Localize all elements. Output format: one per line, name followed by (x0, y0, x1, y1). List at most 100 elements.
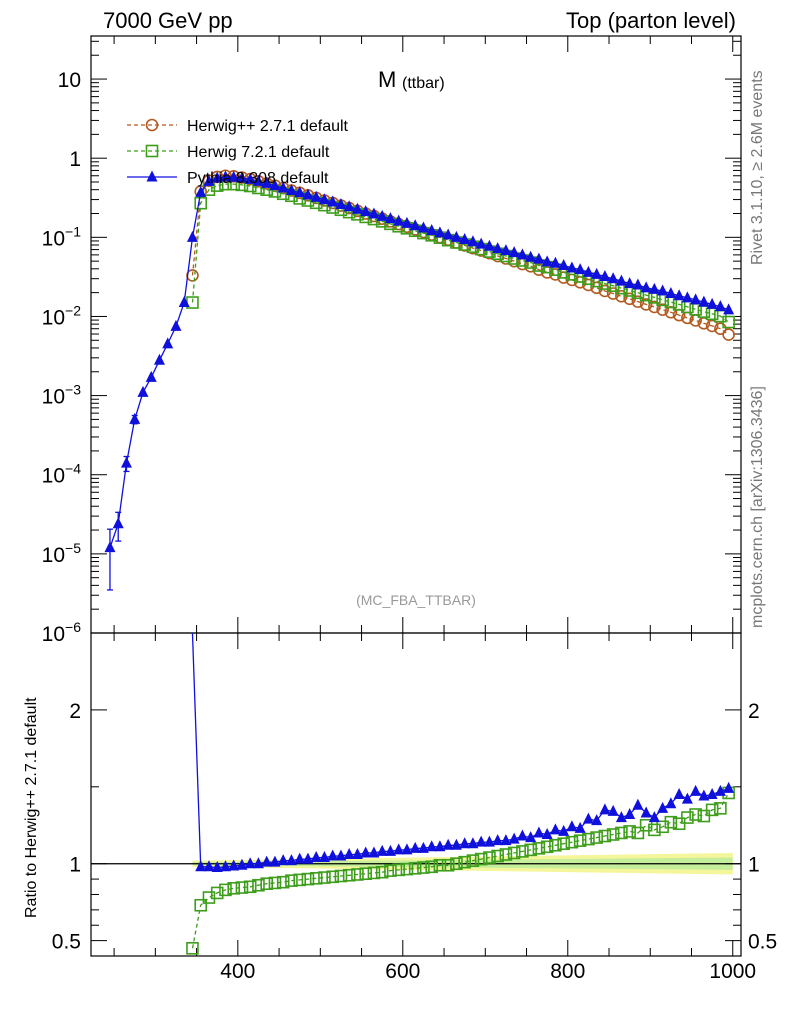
data-point (681, 811, 694, 824)
data-point (409, 219, 421, 231)
data-point (714, 322, 727, 336)
data-point (698, 295, 710, 307)
data-point (525, 831, 537, 843)
x-tick-label: 1000 (709, 960, 756, 983)
data-point (631, 826, 645, 840)
legend-item: Herwig 7.2.1 default (127, 144, 330, 161)
data-point (425, 860, 438, 874)
data-point (294, 852, 306, 864)
data-point (607, 804, 619, 816)
data-point (301, 872, 315, 886)
series-pythia-8-308-default (104, 170, 735, 591)
data-point (309, 872, 323, 885)
data-point (146, 170, 158, 182)
data-point (723, 303, 735, 315)
data-point (705, 803, 719, 817)
data-point (368, 207, 380, 219)
ratio-panel: 400 600 800 1000 2 2 1 1 0.5 0.5 Ratio to Herwig+… (23, 632, 777, 983)
data-point (582, 832, 595, 846)
data-point (228, 859, 240, 871)
data-point (293, 873, 306, 887)
data-point (343, 847, 355, 859)
data-point (590, 281, 603, 295)
rivet-label: Rivet 3.1.10, ≥ 2.6M events (749, 70, 766, 265)
data-point (409, 841, 421, 853)
data-point (334, 869, 348, 883)
y-tick-label: 10−4 (42, 461, 82, 488)
data-point (326, 870, 339, 884)
data-point (516, 248, 528, 260)
data-point (335, 197, 347, 209)
data-point (129, 412, 141, 424)
data-point (318, 193, 330, 205)
series-line (109, 176, 729, 548)
plot-title-main: M (378, 67, 396, 92)
data-point (525, 250, 537, 262)
data-point (318, 851, 330, 863)
data-point (467, 837, 479, 849)
data-point (640, 281, 652, 293)
data-point (673, 788, 685, 799)
data-point (599, 269, 611, 281)
data-point (384, 844, 396, 856)
data-point (706, 297, 718, 309)
data-point (442, 838, 454, 850)
ratio-y-tick-label-right: 1 (748, 854, 760, 877)
data-point (458, 855, 471, 869)
data-point (153, 353, 165, 365)
data-point (450, 230, 462, 242)
data-point (235, 881, 249, 894)
data-point (227, 882, 241, 895)
data-point (219, 883, 232, 897)
data-point (195, 860, 207, 872)
data-point (483, 835, 495, 847)
watermark: (MC_FBA_TTBAR) (356, 592, 476, 608)
ratio-axis-ticks: 400 600 800 1000 2 2 1 1 0.5 0.5 (52, 633, 777, 983)
ratio-series (186, 632, 735, 955)
data-point (393, 843, 405, 855)
ratio-y-tick-label-right: 2 (748, 700, 760, 723)
main-series (104, 169, 735, 591)
data-point (624, 807, 636, 819)
legend-item: Herwig++ 2.7.1 default (127, 118, 349, 135)
data-point (624, 277, 636, 289)
data-point (186, 942, 199, 955)
data-point (285, 854, 297, 866)
data-point (104, 541, 116, 553)
data-point (426, 840, 438, 852)
data-point (327, 195, 339, 207)
data-point (475, 237, 487, 249)
data-point (186, 230, 198, 242)
data-point (219, 170, 231, 182)
data-point (557, 837, 570, 851)
data-point (690, 784, 702, 796)
legend-item: Pythia 8.308 default (127, 170, 329, 187)
data-point (211, 171, 223, 183)
series-line (191, 792, 730, 949)
data-point (441, 858, 455, 872)
x-tick-label: 600 (385, 960, 420, 983)
data-point (648, 811, 660, 823)
data-point (376, 209, 388, 221)
data-point (508, 832, 520, 844)
data-point (648, 300, 661, 314)
data-point (285, 184, 297, 196)
data-point (508, 246, 520, 258)
data-point (268, 876, 282, 890)
data-point (203, 174, 215, 186)
data-point (459, 837, 471, 849)
data-point (342, 868, 356, 882)
data-point (631, 295, 645, 308)
y-tick-label: 10−3 (42, 382, 82, 409)
data-point (376, 844, 388, 856)
data-point (657, 801, 669, 813)
legend-label: Herwig++ 2.7.1 default (187, 118, 349, 135)
data-point (705, 319, 719, 333)
data-point (714, 802, 727, 815)
ratio-y-tick-label: 0.5 (52, 931, 81, 954)
data-point (706, 788, 718, 799)
data-point (351, 202, 363, 214)
ratio-y-tick-label-right: 0.5 (748, 931, 777, 954)
data-point (269, 179, 281, 191)
data-point (137, 385, 149, 397)
